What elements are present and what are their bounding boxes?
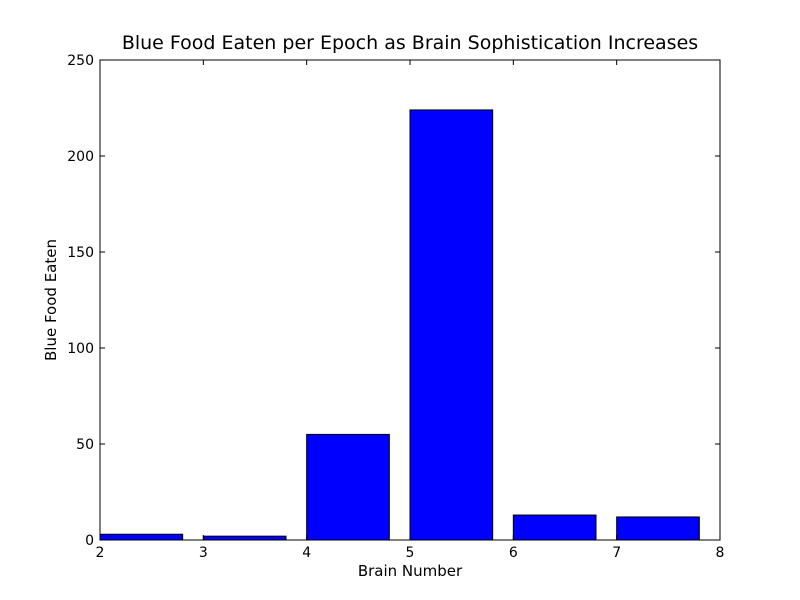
bar-6: [616, 516, 700, 541]
y-tick-label-250: 250: [67, 53, 94, 69]
y-axis-label: Blue Food Eaten: [42, 239, 60, 361]
x-tick-label-4: 4: [302, 545, 311, 561]
bars-group: [99, 109, 700, 541]
x-tick-label-8: 8: [716, 545, 725, 561]
x-tick-label-3: 3: [199, 545, 208, 561]
bar-5: [512, 514, 597, 541]
x-tick-label-5: 5: [406, 545, 415, 561]
bar-3: [306, 433, 390, 541]
x-tick-label-2: 2: [96, 545, 105, 561]
y-tick-label-200: 200: [67, 149, 94, 165]
bar-4: [409, 109, 494, 541]
y-tick-label-150: 150: [67, 245, 94, 261]
ticks-group: [99, 59, 721, 541]
y-tick-label-50: 50: [76, 437, 94, 453]
bar-1: [99, 533, 184, 541]
chart-title: Blue Food Eaten per Epoch as Brain Sophi…: [122, 32, 698, 54]
tick-labels-group: 2 3 4 5 6 7 8 0 50 100 150 200 250: [67, 53, 724, 561]
y-tick-label-100: 100: [67, 341, 94, 357]
bar-2: [202, 535, 287, 541]
x-tick-label-7: 7: [612, 545, 621, 561]
x-axis-label: Brain Number: [358, 562, 463, 580]
y-tick-label-0: 0: [85, 533, 94, 549]
x-tick-label-6: 6: [509, 545, 518, 561]
